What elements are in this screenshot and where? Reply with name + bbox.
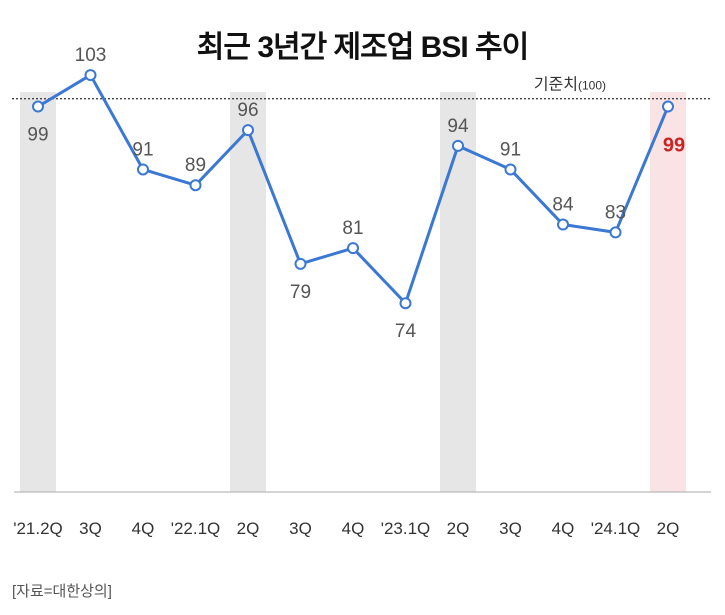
data-label-8: 94 — [447, 116, 469, 137]
data-label-11: 83 — [605, 202, 626, 223]
data-label-2: 91 — [132, 139, 153, 160]
data-label-1: 103 — [75, 45, 107, 66]
data-point-1 — [84, 69, 97, 82]
x-tick-label-4: 2Q — [237, 519, 260, 538]
x-tick-label-12: 2Q — [657, 519, 680, 538]
data-point-9 — [504, 163, 517, 176]
reference-sub-label: (100) — [578, 79, 606, 93]
x-tick-label-0: '21.2Q — [13, 519, 63, 538]
data-point-6 — [347, 242, 359, 255]
data-point-5 — [294, 257, 307, 270]
data-label-9: 91 — [500, 139, 521, 160]
data-point-4 — [242, 124, 254, 137]
reference-line-group: 기준치(100) — [12, 76, 712, 100]
data-label-7: 74 — [395, 321, 417, 342]
x-tick-label-8: 2Q — [447, 519, 470, 538]
data-label-0: 99 — [27, 125, 48, 146]
highlight-band-8 — [440, 92, 476, 492]
series-line — [37, 73, 670, 305]
x-tick-label-9: 3Q — [499, 519, 522, 538]
data-point-7 — [399, 297, 412, 310]
series-line-group — [37, 73, 670, 305]
data-point-2 — [137, 163, 149, 176]
highlight-bands — [20, 92, 686, 492]
x-tick-labels: '21.2Q 3Q 4Q '22.1Q 2Q 3Q 4Q '23.1Q 2Q 3Q 4Q '24.1Q… — [13, 519, 679, 538]
data-points — [32, 69, 674, 310]
current-quarter-band — [650, 92, 686, 492]
data-point-12 — [662, 100, 674, 113]
chart-title: 최근 3년간 제조업 BSI 추이 — [196, 31, 529, 64]
data-label-5: 79 — [290, 282, 311, 303]
data-label-4: 96 — [237, 100, 258, 121]
data-point-0 — [32, 100, 44, 113]
data-label-10: 84 — [552, 195, 574, 216]
x-tick-label-11: '24.1Q — [591, 519, 641, 538]
x-tick-label-10: 4Q — [552, 519, 575, 538]
x-tick-label-5: 3Q — [289, 519, 312, 538]
data-label-12: 99 — [663, 135, 685, 157]
x-tick-label-1: 3Q — [79, 519, 102, 538]
x-tick-label-6: 4Q — [342, 519, 365, 538]
data-point-3 — [189, 179, 202, 192]
data-point-11 — [609, 226, 622, 239]
x-tick-label-7: '23.1Q — [381, 519, 431, 538]
data-point-8 — [452, 139, 464, 152]
x-tick-label-3: '22.1Q — [171, 519, 221, 538]
data-label-3: 89 — [185, 155, 206, 176]
reference-label: 기준치(100) — [534, 76, 606, 94]
x-tick-label-2: 4Q — [132, 519, 155, 538]
source-note: [자료=대한상의] — [12, 583, 112, 600]
data-labels: 99 103 91 89 96 79 81 74 94 91 84 83 99 — [27, 45, 685, 342]
data-point-10 — [557, 218, 569, 231]
data-label-6: 81 — [342, 218, 363, 239]
highlight-band-4 — [230, 92, 266, 492]
highlight-band-0 — [20, 92, 56, 492]
